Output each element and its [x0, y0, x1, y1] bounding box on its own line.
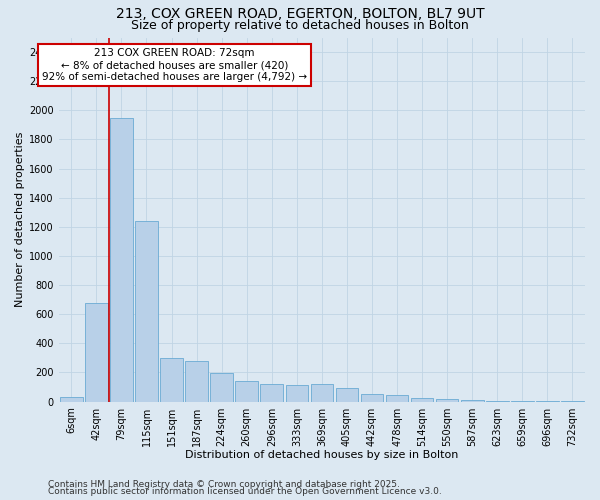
- Y-axis label: Number of detached properties: Number of detached properties: [15, 132, 25, 307]
- Text: Contains public sector information licensed under the Open Government Licence v3: Contains public sector information licen…: [48, 487, 442, 496]
- Bar: [411, 398, 433, 402]
- Bar: [486, 401, 509, 402]
- Bar: [335, 388, 358, 402]
- X-axis label: Distribution of detached houses by size in Bolton: Distribution of detached houses by size …: [185, 450, 458, 460]
- Bar: [386, 395, 409, 402]
- Bar: [110, 118, 133, 402]
- Bar: [361, 394, 383, 402]
- Bar: [286, 385, 308, 402]
- Bar: [260, 384, 283, 402]
- Bar: [461, 400, 484, 402]
- Text: Size of property relative to detached houses in Bolton: Size of property relative to detached ho…: [131, 18, 469, 32]
- Bar: [235, 381, 258, 402]
- Text: 213 COX GREEN ROAD: 72sqm
← 8% of detached houses are smaller (420)
92% of semi-: 213 COX GREEN ROAD: 72sqm ← 8% of detach…: [42, 48, 307, 82]
- Bar: [511, 401, 533, 402]
- Bar: [135, 221, 158, 402]
- Text: 213, COX GREEN ROAD, EGERTON, BOLTON, BL7 9UT: 213, COX GREEN ROAD, EGERTON, BOLTON, BL…: [116, 8, 484, 22]
- Bar: [311, 384, 333, 402]
- Bar: [85, 302, 107, 402]
- Bar: [436, 400, 458, 402]
- Text: Contains HM Land Registry data © Crown copyright and database right 2025.: Contains HM Land Registry data © Crown c…: [48, 480, 400, 489]
- Bar: [60, 397, 83, 402]
- Bar: [185, 361, 208, 402]
- Bar: [536, 401, 559, 402]
- Bar: [160, 358, 183, 402]
- Bar: [211, 373, 233, 402]
